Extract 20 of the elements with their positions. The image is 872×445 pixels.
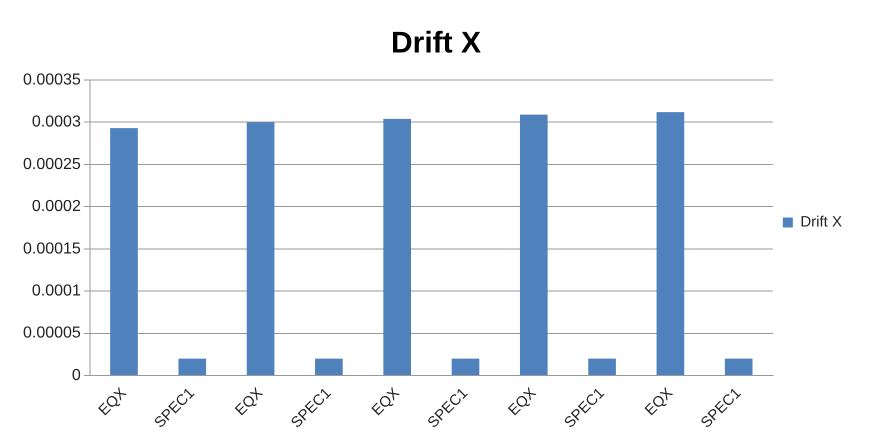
chart-title: Drift X <box>391 26 481 60</box>
bar <box>520 114 548 375</box>
bar <box>588 358 616 375</box>
y-tick-label: 0.00005 <box>22 324 81 342</box>
bar <box>383 118 412 375</box>
bar <box>246 122 274 375</box>
y-tick-label: 0.0002 <box>32 198 81 216</box>
bar <box>656 112 684 375</box>
y-tick-label: 0.00025 <box>22 156 81 173</box>
bar <box>315 358 343 375</box>
y-tick-label: 0 <box>72 366 81 384</box>
y-tick-label: 0.0001 <box>32 282 81 300</box>
y-tick-label: 0.00015 <box>22 240 81 258</box>
y-tick-label: 0.0003 <box>32 114 81 131</box>
legend-label: Drift X <box>800 214 842 231</box>
bar <box>110 128 138 375</box>
bar <box>724 358 753 375</box>
y-tick-label: 0.00035 <box>22 71 81 88</box>
bar <box>452 358 480 375</box>
bar <box>178 358 206 375</box>
